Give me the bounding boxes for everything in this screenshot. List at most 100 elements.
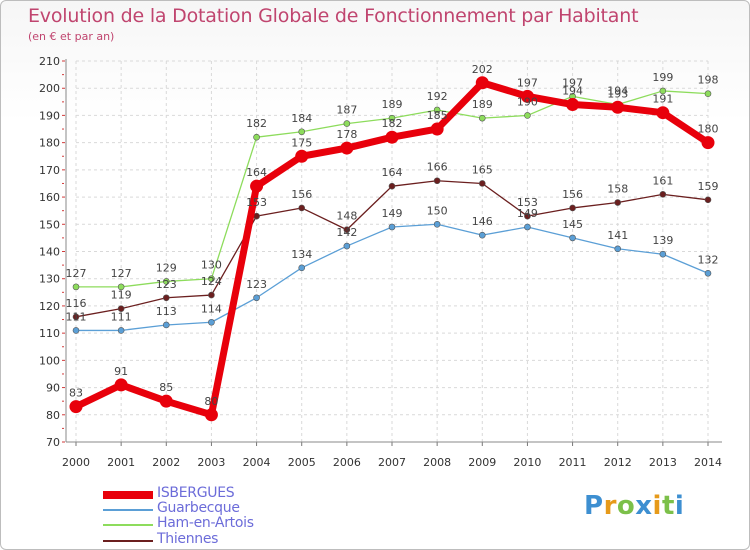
x-tick-label: 2003 [197,456,225,469]
data-label: 85 [159,381,173,394]
data-point [475,76,489,90]
data-point [343,120,351,127]
x-tick-label: 2005 [288,456,316,469]
legend-label: ISBERGUES [157,485,235,501]
legend-label: Thiennes [157,531,219,547]
data-label: 149 [382,207,403,220]
data-label: 182 [246,117,267,130]
data-point [611,100,625,114]
data-point [388,223,396,231]
data-label: 184 [291,112,312,125]
data-label: 178 [336,128,357,141]
data-point [72,283,80,291]
data-point [204,408,218,422]
y-tick-label: 110 [39,327,60,340]
data-point [478,114,486,122]
data-label: 158 [607,183,628,196]
data-point [659,250,667,258]
data-label: 198 [698,74,719,87]
data-label: 189 [472,98,493,111]
data-label: 123 [246,278,267,291]
data-point [340,141,354,155]
data-label: 124 [201,275,222,288]
y-tick-label: 140 [39,246,60,259]
data-label: 132 [698,253,719,266]
data-point [295,149,309,163]
x-tick-label: 2009 [468,456,496,469]
y-tick-label: 150 [39,218,60,231]
data-label: 145 [562,218,583,231]
data-label: 127 [66,267,87,280]
x-tick-label: 2012 [604,456,632,469]
data-point [298,128,306,136]
data-label: 142 [336,226,357,239]
data-label: 139 [652,234,673,247]
data-label: 83 [69,387,83,400]
x-tick-label: 2007 [378,456,406,469]
data-point [162,294,170,302]
y-tick-label: 120 [39,300,60,313]
data-point [162,321,170,329]
chart-subtitle: (en € et par an) [28,30,115,43]
x-tick-label: 2013 [649,456,677,469]
data-point [69,400,83,414]
data-point [208,318,215,326]
data-point [162,278,170,285]
data-point [524,223,531,231]
logo-letter: x [635,491,653,521]
x-tick-label: 2010 [513,456,541,469]
data-label: 111 [66,310,87,323]
data-point [253,294,260,302]
y-tick-label: 160 [39,191,60,204]
data-label: 197 [517,76,538,89]
legend-swatch [103,540,153,542]
data-label: 164 [382,166,403,179]
data-point [478,231,486,239]
data-label: 197 [562,76,583,89]
data-point [114,378,128,392]
data-label: 192 [427,90,448,103]
logo-letter: r [603,491,617,521]
data-label: 148 [336,210,357,223]
x-tick-label: 2004 [243,456,271,469]
data-point [430,122,444,136]
legend-swatch [103,509,153,511]
data-label: 185 [427,109,448,122]
data-point [433,220,441,228]
data-label: 190 [517,95,538,108]
data-label: 193 [607,87,628,100]
data-point [385,130,399,144]
data-label: 149 [517,207,538,220]
data-point [659,87,667,95]
data-label: 123 [156,278,177,291]
legend-label: Ham-en-Artois [157,515,254,531]
data-point [478,180,486,187]
data-point [298,264,306,272]
series-lines [69,76,715,422]
logo-letter: i [652,491,662,521]
data-point [250,179,264,193]
y-tick-label: 180 [39,137,60,150]
data-point [704,269,712,277]
data-label: 127 [111,267,132,280]
data-point [659,191,667,198]
y-tick-label: 190 [39,109,60,122]
data-label: 180 [698,123,719,136]
x-tick-label: 2011 [559,456,587,469]
data-label: 189 [382,98,403,111]
data-point [208,275,215,283]
data-label: 134 [291,248,312,261]
x-tick-label: 2002 [152,456,180,469]
logo-letter: P [584,491,604,521]
data-point [117,283,125,291]
logo-letter: i [674,491,685,521]
legend-swatch [103,491,153,499]
data-point [566,98,580,112]
data-point [569,234,576,242]
data-label: 159 [698,180,719,193]
data-label: 182 [382,117,403,130]
data-label: 175 [291,136,312,149]
data-point [614,199,622,206]
